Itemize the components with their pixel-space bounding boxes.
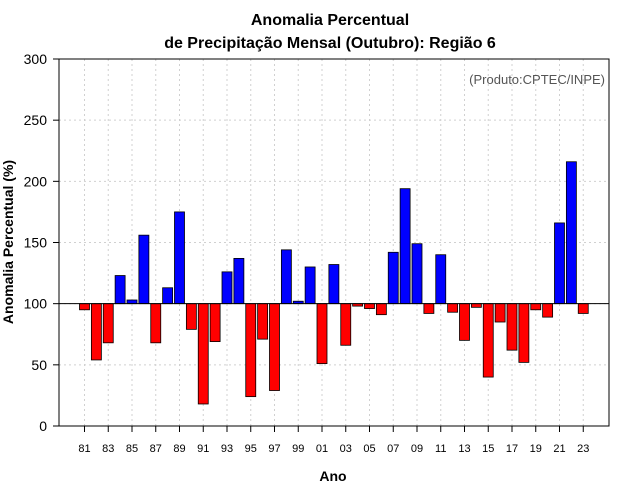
x-axis: 81 83 85 87 89 91 93 95 97 99 01 03 05 07 09 11 13 15 17 19… xyxy=(78,426,589,455)
bar-89 xyxy=(174,211,185,305)
bar-93 xyxy=(221,271,233,305)
y-tick-label: 50 xyxy=(31,357,47,373)
x-tick-label: 23 xyxy=(577,443,589,455)
bar-02 xyxy=(328,264,340,305)
bar-08 xyxy=(399,188,411,305)
x-tick-label: 97 xyxy=(268,443,280,455)
y-tick-label: 150 xyxy=(24,235,48,251)
bar-81 xyxy=(79,303,90,311)
x-tick-label: 07 xyxy=(387,443,399,455)
bar-21 xyxy=(554,222,565,305)
bar-10 xyxy=(423,303,435,314)
bar-14 xyxy=(470,303,482,308)
bar-84 xyxy=(114,275,126,305)
bar-03 xyxy=(340,303,352,346)
bar-06 xyxy=(375,303,387,316)
y-axis-label: Anomalia Percentual (%) xyxy=(0,160,16,324)
x-tick-label: 85 xyxy=(126,443,138,455)
bar-90 xyxy=(185,303,197,330)
x-tick-label: 89 xyxy=(173,443,185,455)
bar-16 xyxy=(494,303,506,323)
x-tick-label: 87 xyxy=(150,443,162,455)
x-tick-label: 03 xyxy=(340,443,352,455)
bar-17 xyxy=(506,303,518,351)
bar-18 xyxy=(518,303,530,363)
bar-00 xyxy=(304,266,316,305)
x-axis-label: Ano xyxy=(319,468,346,484)
x-tick-label: 17 xyxy=(506,443,518,455)
bar-15 xyxy=(482,303,494,378)
bar-92 xyxy=(209,303,221,342)
x-tick-label: 19 xyxy=(530,443,542,455)
x-tick-label: 01 xyxy=(316,443,328,455)
x-tick-label: 13 xyxy=(458,443,470,455)
y-tick-label: 300 xyxy=(24,51,48,67)
y-tick-label: 250 xyxy=(24,112,48,128)
bar-05 xyxy=(364,303,375,309)
bar-96 xyxy=(257,303,269,340)
x-tick-label: 83 xyxy=(102,443,114,455)
x-tick-label: 93 xyxy=(221,443,233,455)
bar-94 xyxy=(233,258,245,305)
chart-title: Anomalia Percentual xyxy=(251,12,409,29)
bar-85 xyxy=(126,299,138,305)
bar-19 xyxy=(530,303,542,311)
bar-09 xyxy=(411,243,423,305)
y-axis: 0 50 100 150 200 250 300 xyxy=(24,51,59,434)
bar-11 xyxy=(435,254,447,305)
bar-01 xyxy=(316,303,328,365)
bar-97 xyxy=(269,303,280,391)
y-tick-label: 0 xyxy=(39,418,47,434)
bar-98 xyxy=(280,249,292,305)
x-tick-label: 91 xyxy=(197,443,209,455)
bar-20 xyxy=(542,303,554,318)
chart-subtitle: de Precipitação Mensal (Outubro): Região… xyxy=(164,35,496,52)
bar-07 xyxy=(387,251,399,305)
bar-82 xyxy=(90,303,102,361)
bar-23 xyxy=(577,303,589,314)
credit-text: (Produto:CPTEC/INPE) xyxy=(469,72,605,87)
bar-88 xyxy=(162,287,174,305)
y-tick-label: 200 xyxy=(24,173,48,189)
bar-86 xyxy=(138,234,150,305)
bar-83 xyxy=(102,303,114,344)
x-tick-label: 21 xyxy=(553,443,565,455)
bar-91 xyxy=(197,303,209,405)
bar-13 xyxy=(459,303,470,341)
bar-12 xyxy=(447,303,459,313)
x-tick-label: 81 xyxy=(78,443,90,455)
x-tick-label: 15 xyxy=(482,443,494,455)
x-tick-label: 95 xyxy=(245,443,257,455)
bars xyxy=(79,161,589,405)
bar-95 xyxy=(245,303,257,398)
x-tick-label: 05 xyxy=(363,443,375,455)
x-tick-label: 09 xyxy=(411,443,423,455)
x-tick-label: 99 xyxy=(292,443,304,455)
y-tick-label: 100 xyxy=(24,296,48,312)
bar-87 xyxy=(150,303,162,344)
bar-22 xyxy=(565,161,577,305)
x-tick-label: 11 xyxy=(435,443,446,455)
